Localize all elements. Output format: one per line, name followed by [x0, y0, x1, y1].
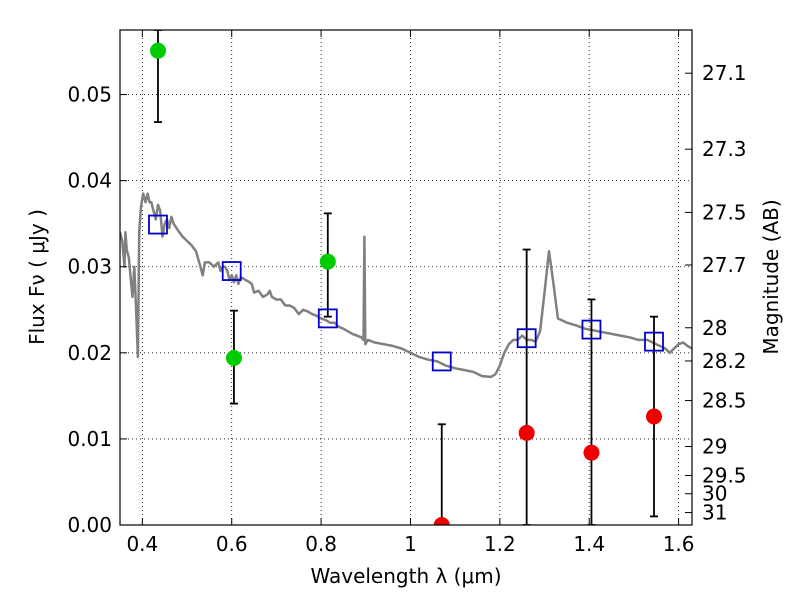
model-square-6 — [644, 331, 664, 352]
right-tick-label-7: 29 — [702, 434, 727, 458]
model-square-4 — [516, 328, 537, 349]
plot-frame — [119, 29, 693, 526]
model-squares-group — [148, 214, 664, 372]
axis-ticks: 0.4 0.6 0.8 1 1.2 1.4 1.6 0.00 0.01 0.02 0.03 0.04 0… — [67, 30, 747, 556]
y-tick-label-3: 0.03 — [67, 255, 112, 279]
y-axis-label: Flux Fν ( μJy ) — [25, 209, 49, 345]
right-tick-label-2: 27.5 — [702, 200, 747, 224]
x-tick-label-2: 0.8 — [305, 532, 337, 556]
measured-point-2-2 — [319, 253, 336, 270]
x-tick-label-0: 0.4 — [126, 532, 158, 556]
model-square-3 — [431, 351, 452, 372]
right-tick-label-9: 30 — [702, 482, 727, 506]
y-tick-label-0: 0.00 — [67, 513, 112, 537]
measured-point-2-0 — [149, 42, 166, 59]
spectrum-line — [120, 192, 692, 379]
right-tick-label-6: 28.5 — [702, 389, 747, 413]
measured-point-3-0 — [433, 517, 450, 525]
measured-points-group — [149, 42, 663, 525]
plot-background — [120, 30, 692, 525]
right-tick-label-3: 27.7 — [702, 253, 747, 277]
measured-point-3-2 — [583, 444, 600, 461]
y-tick-label-1: 0.01 — [67, 427, 112, 451]
model-square-5 — [581, 319, 602, 340]
x-axis-label: Wavelength λ (μm) — [310, 564, 501, 588]
x-tick-label-1: 0.6 — [216, 532, 248, 556]
right-tick-label-5: 28.2 — [702, 349, 747, 373]
y-tick-label-5: 0.05 — [67, 83, 112, 107]
right-tick-label-0: 27.1 — [702, 61, 747, 85]
model-square-1 — [221, 261, 242, 281]
y-tick-label-2: 0.02 — [67, 341, 112, 365]
y-tick-label-4: 0.04 — [67, 169, 112, 193]
y-axis-right-label: Magnitude (AB) — [759, 199, 783, 354]
right-tick-label-1: 27.3 — [702, 137, 747, 161]
right-tick-label-4: 28 — [702, 316, 727, 340]
right-tick-label-10: 31 — [702, 501, 727, 525]
spectrum-line-group — [120, 192, 692, 379]
x-tick-label-5: 1.4 — [573, 532, 605, 556]
x-tick-label-3: 1 — [404, 532, 417, 556]
measured-point-2-1 — [225, 349, 242, 366]
x-tick-label-4: 1.2 — [484, 532, 516, 556]
model-square-2 — [317, 308, 338, 329]
measured-point-3-1 — [518, 424, 535, 441]
measured-point-3-3 — [646, 408, 663, 425]
right-tick-label-8: 29.5 — [702, 463, 747, 487]
model-square-0 — [148, 214, 168, 235]
x-tick-label-6: 1.6 — [663, 532, 695, 556]
